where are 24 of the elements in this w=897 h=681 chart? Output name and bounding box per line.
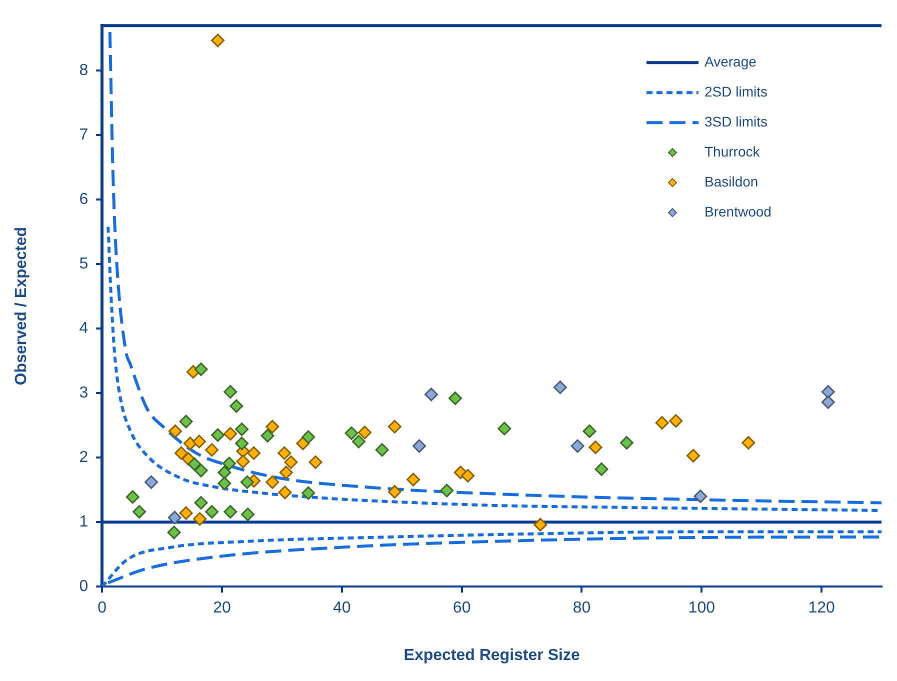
y-tick-label: 6 — [79, 191, 88, 208]
x-tick-label: 40 — [333, 600, 351, 617]
legend-label: 2SD limits — [704, 83, 768, 100]
x-tick-label: 80 — [572, 600, 591, 617]
x-tick-label: 100 — [688, 600, 716, 617]
y-tick-label: 7 — [79, 126, 88, 144]
legend-label: 3SD limits — [704, 113, 768, 130]
x-axis-title: Expected Register Size — [404, 646, 580, 664]
legend-label: Thurrock — [704, 143, 761, 160]
y-axis-title: Observed / Expected — [13, 226, 30, 386]
x-tick-label: 60 — [452, 600, 471, 617]
y-tick-label: 1 — [79, 514, 88, 531]
y-tick-label: 5 — [79, 256, 88, 273]
y-tick-label: 4 — [79, 320, 88, 338]
x-tick-label: 0 — [98, 600, 107, 617]
legend-label: Average — [704, 53, 757, 70]
x-tick-label: 120 — [808, 600, 835, 617]
legend-label: Basildon — [704, 173, 758, 190]
legend-label: Brentwood — [704, 203, 772, 220]
y-tick-label: 3 — [79, 384, 88, 402]
x-tick-label: 20 — [213, 600, 232, 617]
y-tick-label: 8 — [79, 62, 88, 80]
y-tick-label: 2 — [79, 449, 88, 466]
y-tick-label: 0 — [79, 578, 88, 596]
